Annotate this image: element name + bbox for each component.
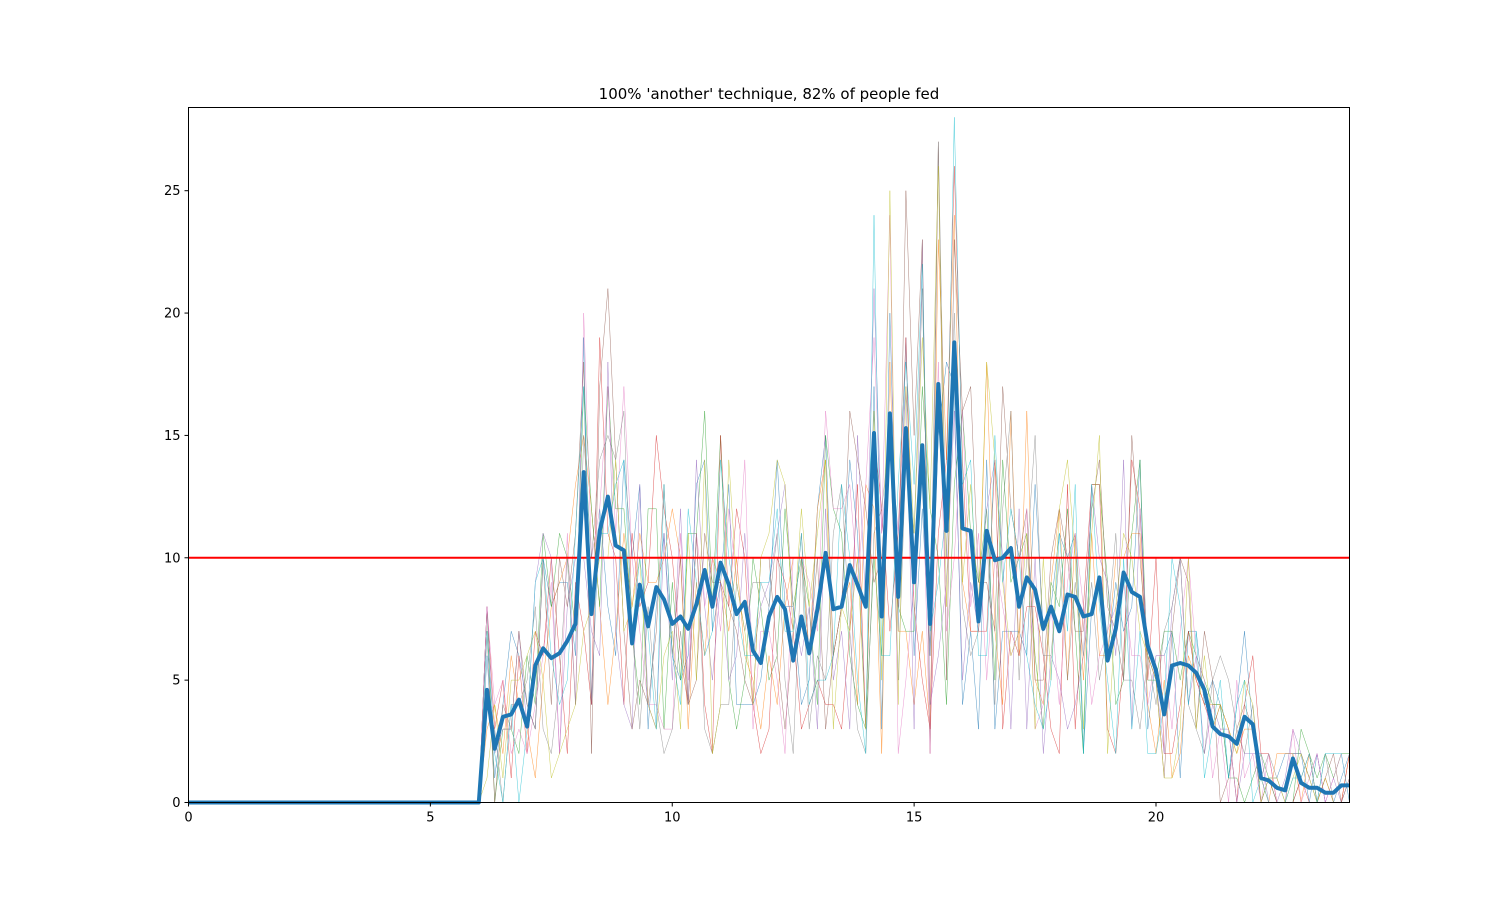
y-tick-label: 15	[164, 429, 181, 444]
y-tick-label: 20	[164, 307, 181, 322]
x-tick-label: 5	[426, 811, 434, 826]
run-line-9	[188, 166, 1350, 804]
x-tick-label: 15	[906, 811, 923, 826]
individual-runs	[188, 117, 1350, 804]
y-tick-label: 0	[172, 796, 180, 811]
run-line-10	[188, 117, 1350, 803]
run-line-2	[188, 215, 1350, 803]
plot-frame	[188, 107, 1350, 803]
run-line-7	[188, 215, 1350, 803]
y-tick-label: 5	[172, 674, 180, 689]
run-line-4	[188, 166, 1350, 803]
run-line-6	[188, 141, 1350, 803]
x-tick-label: 0	[184, 811, 192, 826]
run-line-8	[188, 141, 1350, 803]
mean-line	[188, 340, 1350, 805]
x-axis: 0 5 10 15 20	[184, 802, 1165, 826]
x-tick-label: 10	[664, 811, 681, 826]
run-line-3	[188, 386, 1350, 804]
x-tick-label: 20	[1148, 811, 1165, 826]
mean-layer	[188, 340, 1350, 805]
y-tick-label: 10	[164, 551, 181, 566]
run-line-5	[188, 239, 1350, 804]
y-tick-label: 25	[164, 184, 181, 199]
y-axis: 0 5 10 15 20 25	[164, 184, 189, 811]
chart-title: 100% 'another' technique, 82% of people …	[598, 85, 940, 103]
